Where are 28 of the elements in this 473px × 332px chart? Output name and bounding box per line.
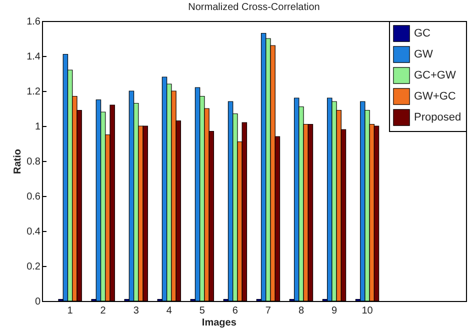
- x-tick-label: 5: [199, 306, 206, 316]
- x-tick-label: 9: [331, 306, 338, 316]
- y-tick-label: 1.4: [26, 52, 41, 62]
- x-tick-label: 4: [166, 306, 172, 316]
- y-tick-label: 1.6: [26, 16, 41, 28]
- x-tick-label: 2: [100, 306, 106, 316]
- y-tick-label: 0.6: [26, 192, 41, 202]
- bar: [374, 126, 380, 302]
- y-tick-label: 1: [34, 122, 41, 132]
- x-tick-label: 1: [67, 306, 74, 316]
- y-tick-label: 0: [34, 296, 41, 308]
- chart-title: Normalized Cross-Correlation: [188, 2, 320, 13]
- y-tick-label: 0.4: [26, 226, 41, 238]
- x-tick-label: 6: [232, 306, 238, 316]
- y-axis-title: Ratio: [12, 149, 24, 174]
- y-tick-label: 0.2: [26, 262, 41, 272]
- x-tick-label: 7: [265, 306, 272, 316]
- x-tick-label: 8: [298, 306, 304, 316]
- y-tick-label: 1.2: [26, 86, 41, 98]
- legend-label: GC+GW: [414, 70, 456, 82]
- legend-label: GW: [414, 48, 434, 60]
- x-tick-label: 3: [133, 306, 140, 316]
- y-tick-label: 0.8: [26, 156, 41, 168]
- legend-label: GW+GC: [414, 90, 456, 102]
- x-axis-title: Images: [202, 318, 237, 328]
- legend-label: Proposed: [414, 112, 462, 124]
- x-tick-label: 10: [362, 306, 374, 316]
- legend-label: GC: [414, 28, 431, 40]
